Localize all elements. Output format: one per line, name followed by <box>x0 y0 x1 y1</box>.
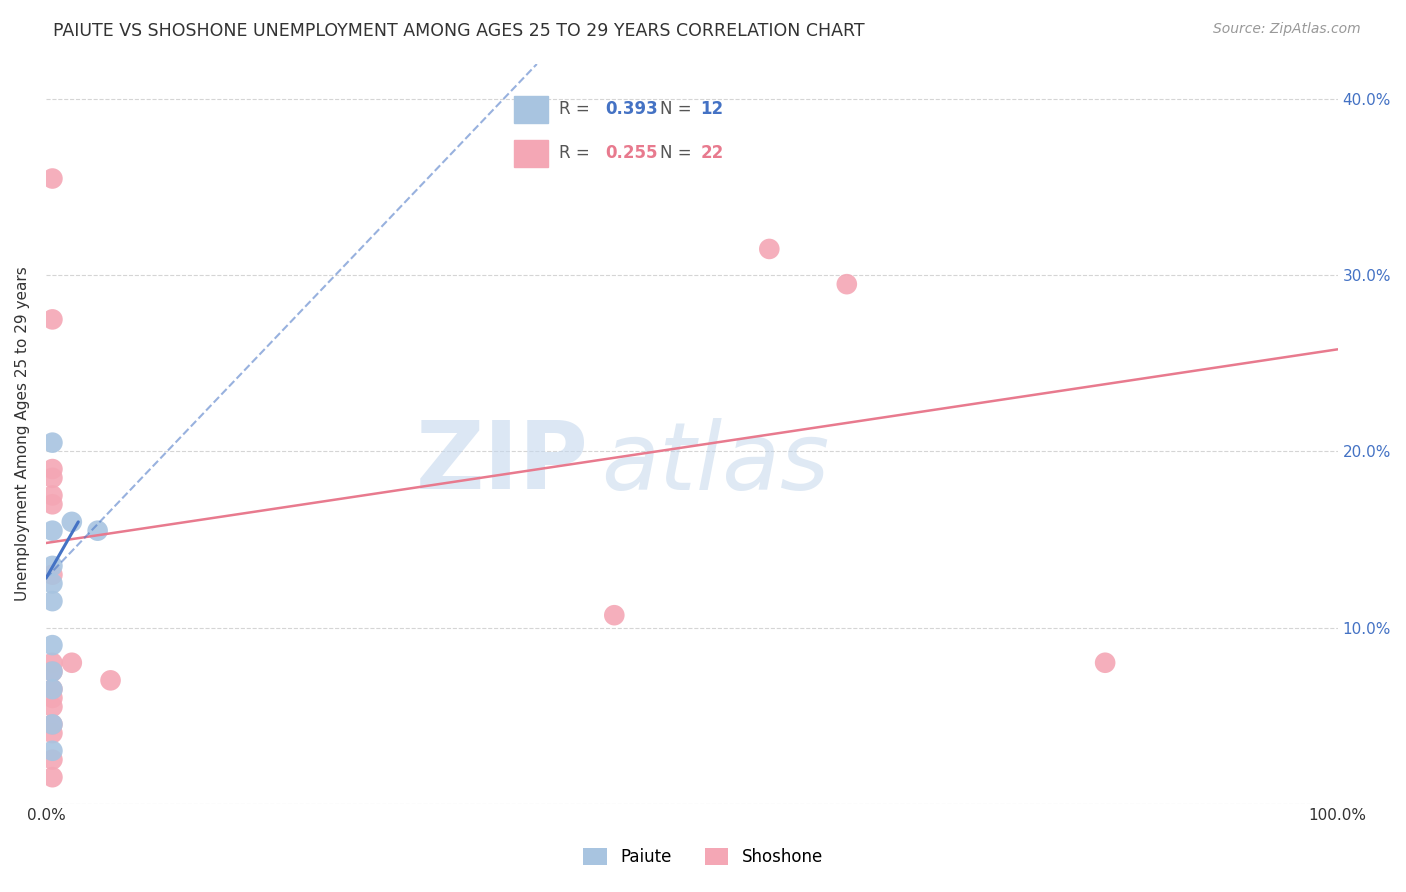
Text: Source: ZipAtlas.com: Source: ZipAtlas.com <box>1213 22 1361 37</box>
Point <box>835 277 858 292</box>
Y-axis label: Unemployment Among Ages 25 to 29 years: Unemployment Among Ages 25 to 29 years <box>15 267 30 601</box>
Point <box>41 744 63 758</box>
Point <box>41 726 63 740</box>
Text: atlas: atlas <box>602 418 830 509</box>
Text: ZIP: ZIP <box>416 417 589 509</box>
Point <box>41 524 63 538</box>
Point <box>41 665 63 679</box>
Point <box>41 753 63 767</box>
Legend: Paiute, Shoshone: Paiute, Shoshone <box>576 841 830 873</box>
Point <box>41 699 63 714</box>
Point <box>41 594 63 608</box>
Point <box>60 515 83 529</box>
Point <box>41 567 63 582</box>
Point <box>41 690 63 705</box>
Point <box>41 497 63 511</box>
Text: PAIUTE VS SHOSHONE UNEMPLOYMENT AMONG AGES 25 TO 29 YEARS CORRELATION CHART: PAIUTE VS SHOSHONE UNEMPLOYMENT AMONG AG… <box>53 22 865 40</box>
Point <box>1094 656 1116 670</box>
Point <box>41 471 63 485</box>
Point <box>41 770 63 784</box>
Point <box>41 435 63 450</box>
Point <box>100 673 122 688</box>
Point <box>41 638 63 652</box>
Point <box>41 462 63 476</box>
Point <box>41 717 63 731</box>
Point <box>41 717 63 731</box>
Point <box>41 171 63 186</box>
Point <box>41 488 63 502</box>
Point <box>603 608 626 623</box>
Point <box>41 682 63 697</box>
Point <box>86 524 108 538</box>
Point <box>758 242 780 256</box>
Point <box>41 558 63 573</box>
Point <box>41 682 63 697</box>
Point <box>41 312 63 326</box>
Point <box>41 665 63 679</box>
Point <box>41 576 63 591</box>
Point <box>60 656 83 670</box>
Point <box>41 656 63 670</box>
